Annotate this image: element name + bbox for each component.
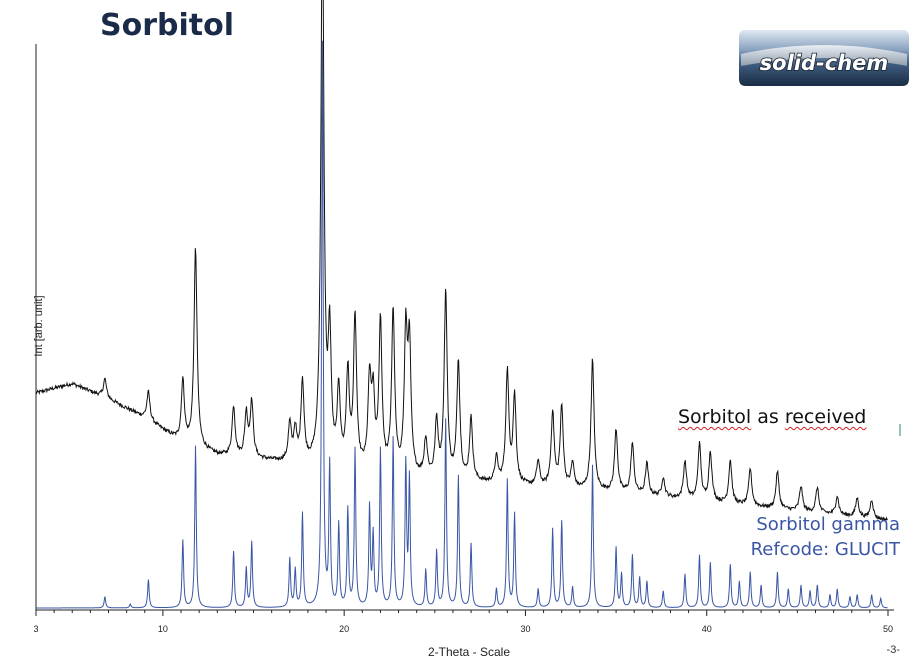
y-axis-label: Int [arb. unit]	[33, 295, 45, 357]
received-label-word: Sorbitol	[678, 406, 752, 428]
x-tick-label: 10	[158, 624, 168, 634]
x-tick-label: 30	[520, 624, 530, 634]
x-tick-label: 3	[33, 624, 38, 634]
page-number: -3-	[886, 644, 900, 656]
series-line-gamma	[36, 40, 888, 609]
series-label-received: Sorbitol as received	[678, 406, 866, 428]
x-tick-label: 40	[702, 624, 712, 634]
solid-chem-logo: solid-chem	[739, 30, 909, 86]
x-axis-label: 2-Theta - Scale	[427, 645, 511, 659]
series-line-received	[35, 0, 888, 523]
gamma-label-line1: Sorbitol gamma	[756, 514, 900, 535]
svg-text:solid-chem: solid-chem	[760, 51, 889, 75]
gamma-label-line2: Refcode: GLUCIT	[750, 539, 900, 560]
received-label-word: as	[757, 406, 779, 428]
slide-title: Sorbitol	[100, 8, 235, 43]
x-tick-label: 50	[883, 624, 893, 634]
series-label-gamma: Sorbitol gamma Refcode: GLUCIT	[751, 512, 900, 562]
received-label-word: received	[784, 406, 867, 428]
x-tick-label: 20	[339, 624, 349, 634]
